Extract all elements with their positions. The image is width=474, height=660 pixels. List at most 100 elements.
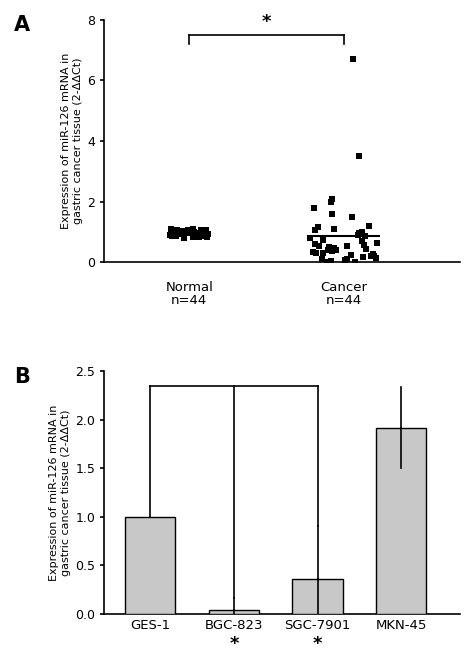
Point [183,228,191,238]
Point [204,229,212,240]
Point [361,240,368,250]
Point [181,233,188,244]
Point [166,230,174,240]
Point [189,224,197,234]
Bar [125,517,175,614]
Point [194,230,201,240]
Point [349,54,357,65]
Point [190,232,197,242]
Point [177,226,185,236]
Point [328,193,336,204]
Point [327,255,335,266]
Point [180,226,188,236]
Text: B: B [14,366,29,387]
Point [172,231,179,242]
Point [169,228,177,239]
Point [190,226,198,237]
Point [197,225,205,236]
Point [367,250,374,261]
Point [190,230,197,240]
Point [328,209,336,219]
Point [319,253,326,264]
Point [203,230,211,240]
Point [354,230,362,240]
Point [356,228,363,239]
Point [186,224,194,235]
Point [198,229,205,240]
Point [172,231,179,242]
Text: Normal: Normal [165,281,213,294]
Text: *: * [229,635,239,653]
Point [319,234,327,245]
Point [171,226,179,237]
Point [177,226,185,237]
Point [362,231,369,242]
Point [316,240,323,251]
Point [325,242,333,252]
Point [343,254,351,265]
Point [204,232,211,243]
Point [311,239,319,249]
Point [373,237,381,248]
Point [365,220,373,231]
Point [319,248,327,258]
Point [330,224,338,234]
Point [173,224,181,235]
Point [202,225,210,236]
Point [185,227,193,238]
Text: *: * [313,635,322,653]
Point [167,226,174,237]
Point [332,245,340,255]
Point [372,252,380,263]
Point [173,228,180,239]
Point [173,228,181,238]
Point [195,232,202,242]
Point [358,236,366,246]
Point [309,246,317,257]
Point [369,248,376,259]
Point [306,233,314,244]
Point [200,230,208,241]
Point [325,244,332,255]
Point [178,228,185,239]
Point [174,228,182,239]
Point [328,246,336,256]
Point [312,248,319,259]
Point [167,224,175,234]
Text: *: * [262,13,271,31]
Point [183,227,191,238]
Point [168,230,175,241]
Point [356,151,363,162]
Point [314,222,321,233]
Point [343,241,351,251]
Point [327,197,335,207]
Point [358,226,366,237]
Point [359,251,366,262]
Bar [376,428,426,614]
Point [193,228,201,238]
Text: A: A [14,15,30,35]
Point [346,249,354,260]
Point [363,244,370,254]
Text: n=44: n=44 [326,294,362,307]
Point [204,229,212,240]
Point [170,227,178,238]
Point [199,229,207,240]
Point [178,228,185,238]
Point [311,225,319,236]
Point [370,251,377,261]
Point [351,256,359,267]
Point [184,225,191,236]
Point [348,211,356,222]
Point [310,203,318,213]
Point [190,231,197,242]
Text: n=44: n=44 [171,294,208,307]
Y-axis label: Expression of miR-126 mRNA in
gastric cancer tissue (2-ΔΔCt): Expression of miR-126 mRNA in gastric ca… [62,53,83,229]
Point [168,230,175,240]
Point [330,242,338,253]
Y-axis label: Expression of miR-126 mRNA in
gastric cancer tissue (2-ΔΔCt): Expression of miR-126 mRNA in gastric ca… [49,405,71,581]
Bar [292,579,343,614]
Text: Cancer: Cancer [320,281,367,294]
Point [324,257,331,267]
Point [186,227,194,238]
